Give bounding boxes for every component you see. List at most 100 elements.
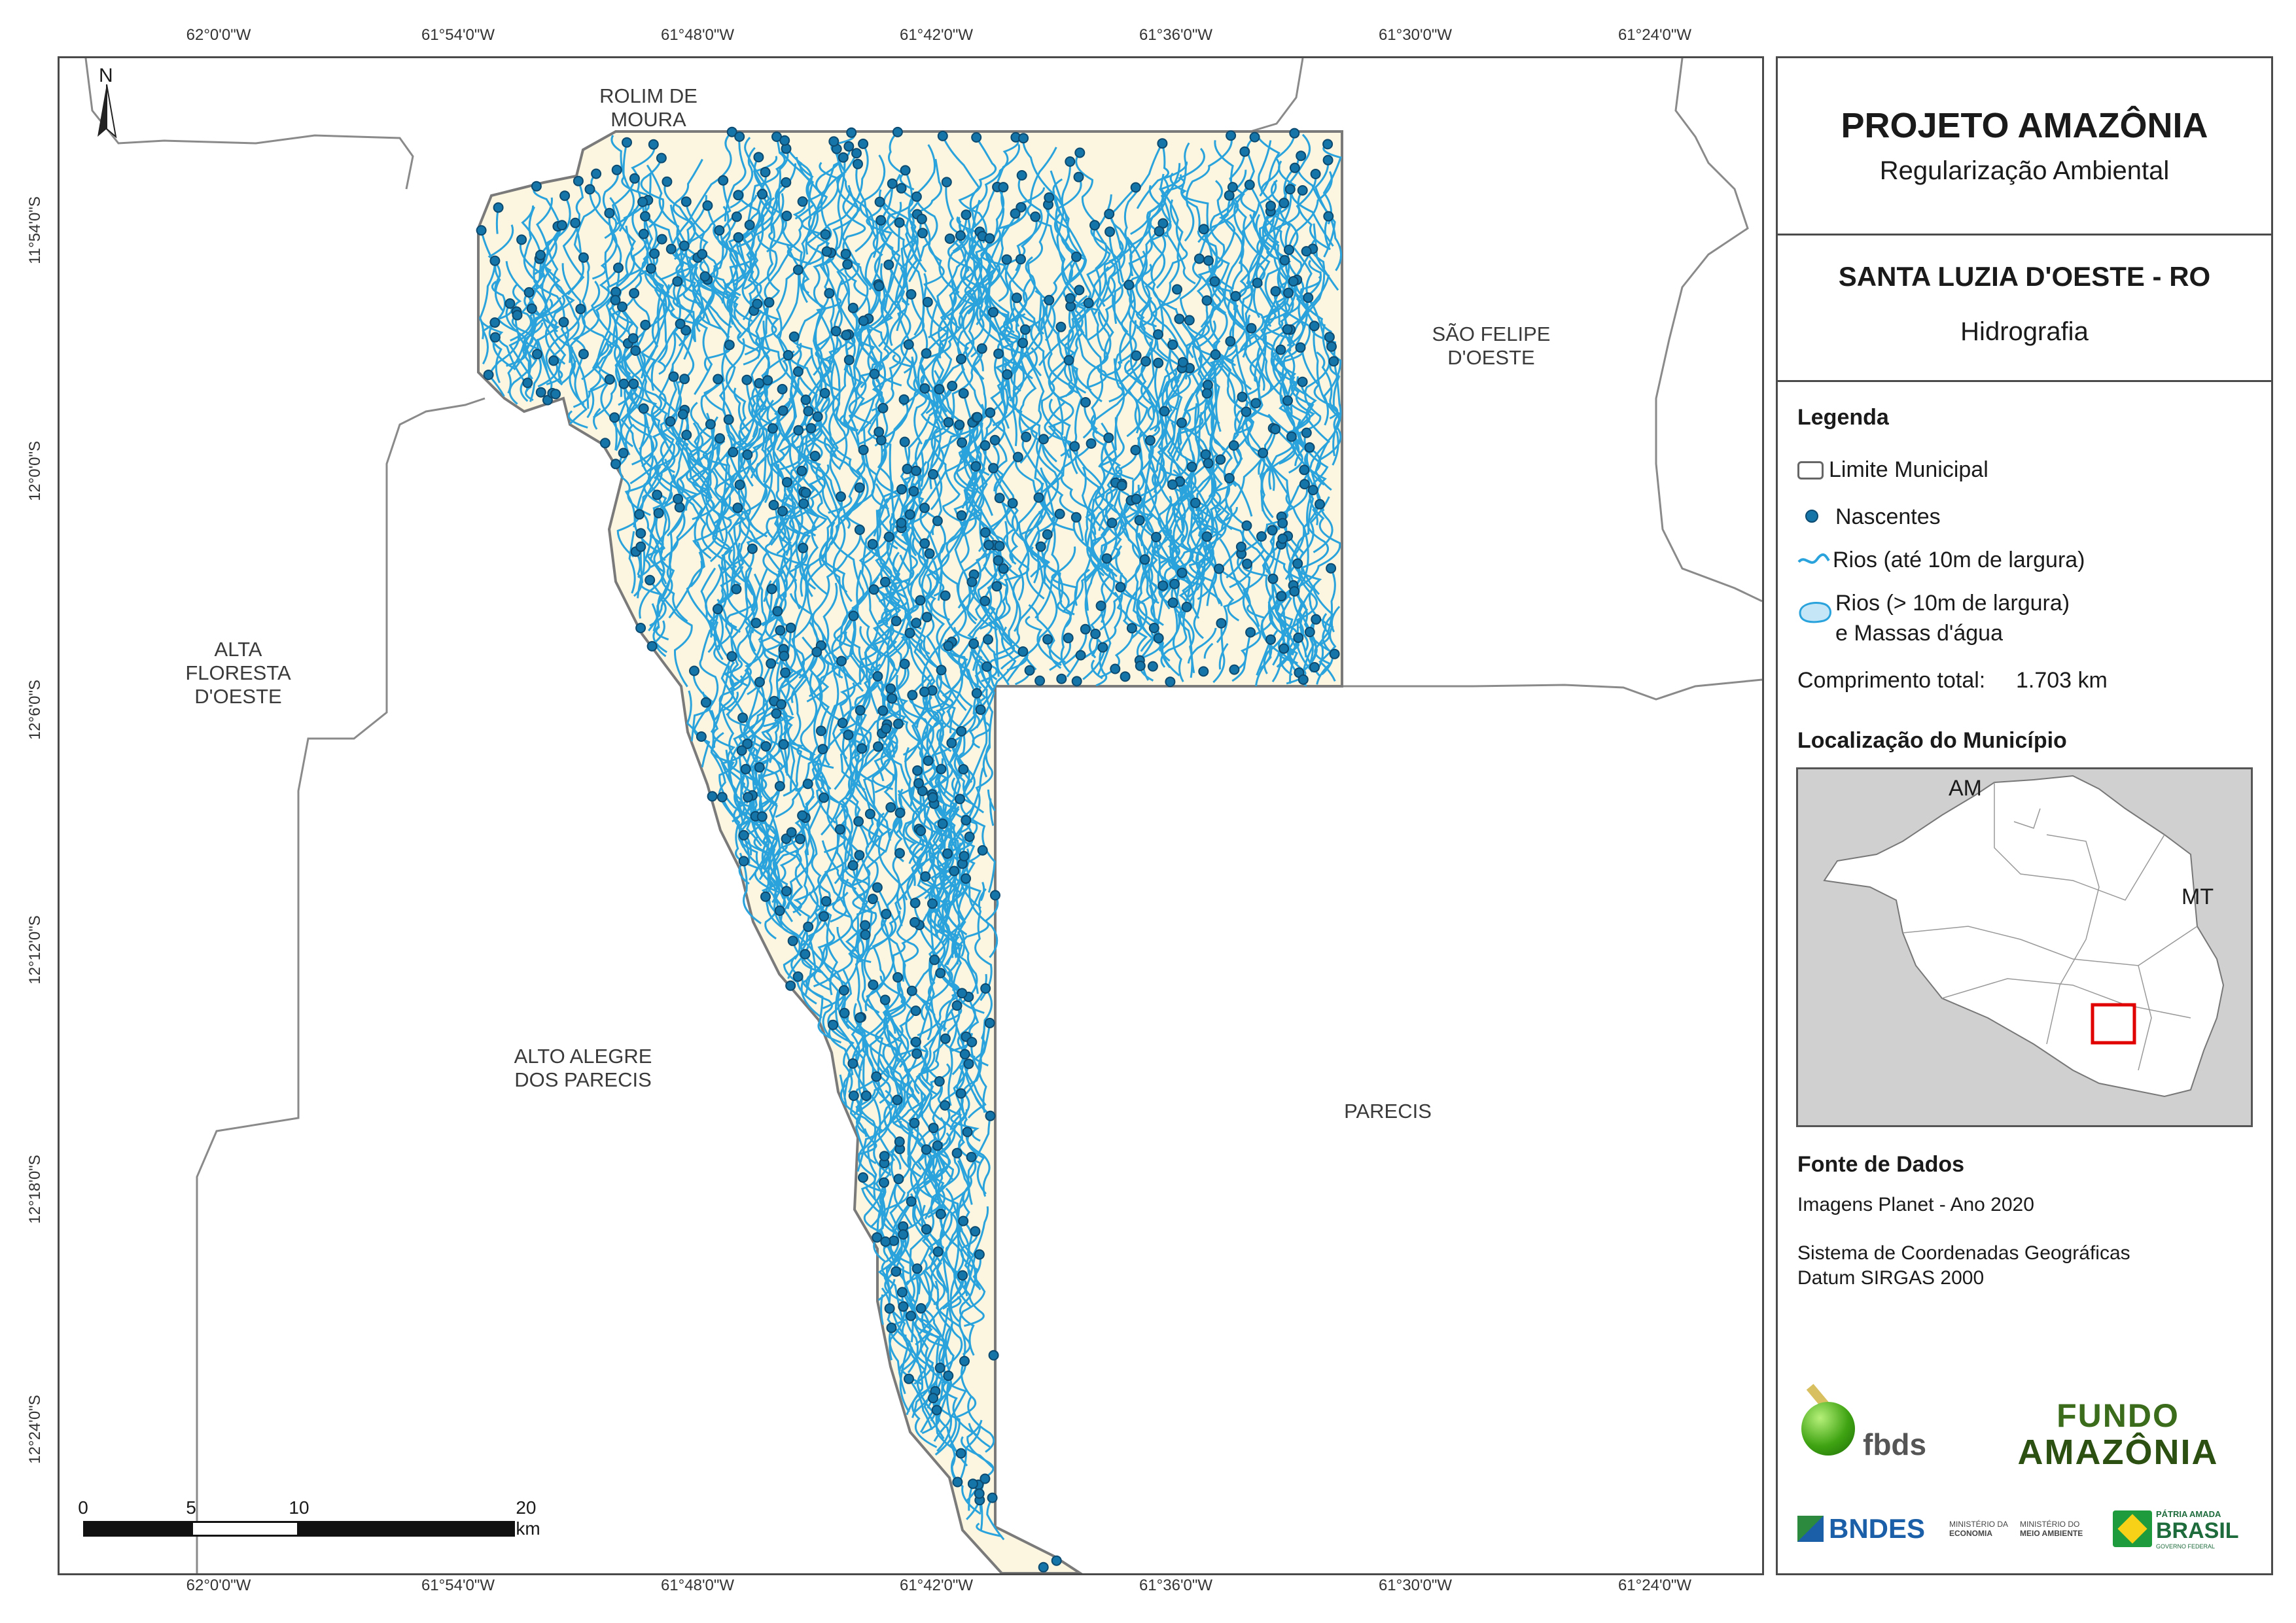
river-segment	[958, 186, 1005, 329]
river-segment	[766, 455, 796, 542]
spring-point	[1201, 531, 1212, 542]
river-segment	[1187, 627, 1217, 664]
river-segment	[1094, 422, 1122, 572]
river-segment	[783, 901, 828, 983]
river-segment	[913, 616, 949, 796]
spring-point	[879, 1151, 890, 1162]
river-segment	[857, 1070, 914, 1172]
river-segment	[888, 131, 915, 190]
spring-point	[757, 188, 768, 200]
river-segment	[640, 158, 665, 228]
spring-point	[522, 377, 533, 389]
spring-point	[987, 1492, 998, 1503]
spring-point	[980, 983, 991, 994]
spring-point	[512, 309, 523, 321]
spring-point	[1275, 344, 1286, 355]
spring-point	[1239, 146, 1250, 157]
river-segment	[862, 999, 906, 1108]
spring-point	[1054, 508, 1065, 519]
river-segment	[561, 256, 590, 385]
spring-point	[906, 1310, 917, 1321]
spring-point	[1038, 434, 1049, 445]
river-segment	[738, 302, 771, 447]
spring-point	[956, 510, 967, 521]
lat-tick-3: 12°12'0"S	[26, 915, 44, 985]
bndes-mark-icon	[1797, 1516, 1824, 1542]
scale-label-10: 10	[289, 1497, 309, 1518]
river-segment	[1255, 133, 1280, 197]
spring-point	[1103, 432, 1114, 444]
river-segment	[950, 1054, 981, 1142]
river-segment	[928, 389, 964, 480]
separator-2	[1778, 380, 2271, 382]
spring-point	[1021, 431, 1032, 442]
spring-point	[1131, 350, 1142, 361]
spring-point	[752, 298, 763, 309]
river-segment	[641, 268, 665, 379]
river-segment	[944, 835, 976, 913]
spring-point	[819, 792, 829, 803]
springs-layer	[476, 126, 1340, 1573]
river-segment	[1169, 172, 1209, 260]
river-segment	[713, 564, 749, 687]
river-segment	[1179, 258, 1202, 324]
spring-point	[1322, 154, 1333, 166]
spring-point	[951, 1147, 963, 1159]
spring-point	[949, 865, 960, 877]
spring-point	[649, 248, 660, 259]
spring-point	[640, 319, 651, 330]
spring-point	[673, 493, 684, 504]
river-segment	[822, 582, 839, 766]
river-segment	[691, 412, 731, 557]
map-area[interactable]: N ROLIM DE MOURA SÃO FELIPE D'OESTE ALTA…	[58, 56, 1764, 1575]
spring-point	[610, 459, 621, 470]
spring-point	[1277, 517, 1288, 529]
river-segment	[866, 318, 902, 411]
spring-point	[1159, 406, 1170, 417]
spring-point	[747, 543, 758, 554]
river-segment	[570, 347, 577, 379]
spring-point	[798, 542, 809, 553]
river-segment	[588, 189, 614, 287]
spring-point	[873, 741, 883, 752]
spring-point	[902, 463, 913, 474]
river-segment	[908, 1378, 933, 1431]
spring-point	[646, 640, 658, 652]
scale-label-0: 0	[78, 1497, 88, 1518]
river-segment	[811, 372, 838, 459]
river-segment	[593, 408, 601, 430]
spring-point	[940, 590, 951, 601]
spring-point	[609, 412, 620, 423]
river-segment	[1086, 449, 1137, 573]
spring-point	[768, 500, 779, 510]
lat-tick-4: 12°18'0"S	[26, 1155, 44, 1224]
river-segment	[800, 672, 834, 769]
place-rolim-de-moura: ROLIM DE MOURA	[599, 84, 698, 131]
spring-point	[617, 301, 627, 312]
lon-tick-bottom-4: 61°36'0"W	[1139, 1577, 1213, 1594]
spring-point	[780, 667, 791, 678]
river-segment	[1255, 133, 1311, 287]
spring-point	[1193, 253, 1205, 264]
spring-point	[885, 802, 896, 813]
spring-point	[858, 444, 869, 455]
river-segment	[780, 797, 825, 916]
spring-point	[966, 1037, 978, 1047]
river-segment	[1087, 232, 1123, 341]
spring-point	[793, 425, 804, 436]
river-segment	[897, 300, 918, 374]
spring-point	[696, 731, 707, 742]
spring-point	[1153, 633, 1164, 644]
ministerio-economia: MINISTÉRIO DA ECONOMIA	[1949, 1520, 2008, 1538]
river-segment	[877, 220, 901, 347]
spring-point	[874, 281, 885, 292]
spring-point	[1241, 520, 1252, 531]
river-segment	[944, 894, 999, 983]
legend-water-label-2: e Massas d'água	[1835, 621, 2003, 646]
river-segment	[733, 717, 762, 846]
spring-point	[993, 555, 1004, 566]
spring-point	[680, 324, 692, 336]
river-segment	[1232, 335, 1267, 465]
spring-point	[1086, 438, 1097, 449]
spring-point	[732, 502, 743, 514]
